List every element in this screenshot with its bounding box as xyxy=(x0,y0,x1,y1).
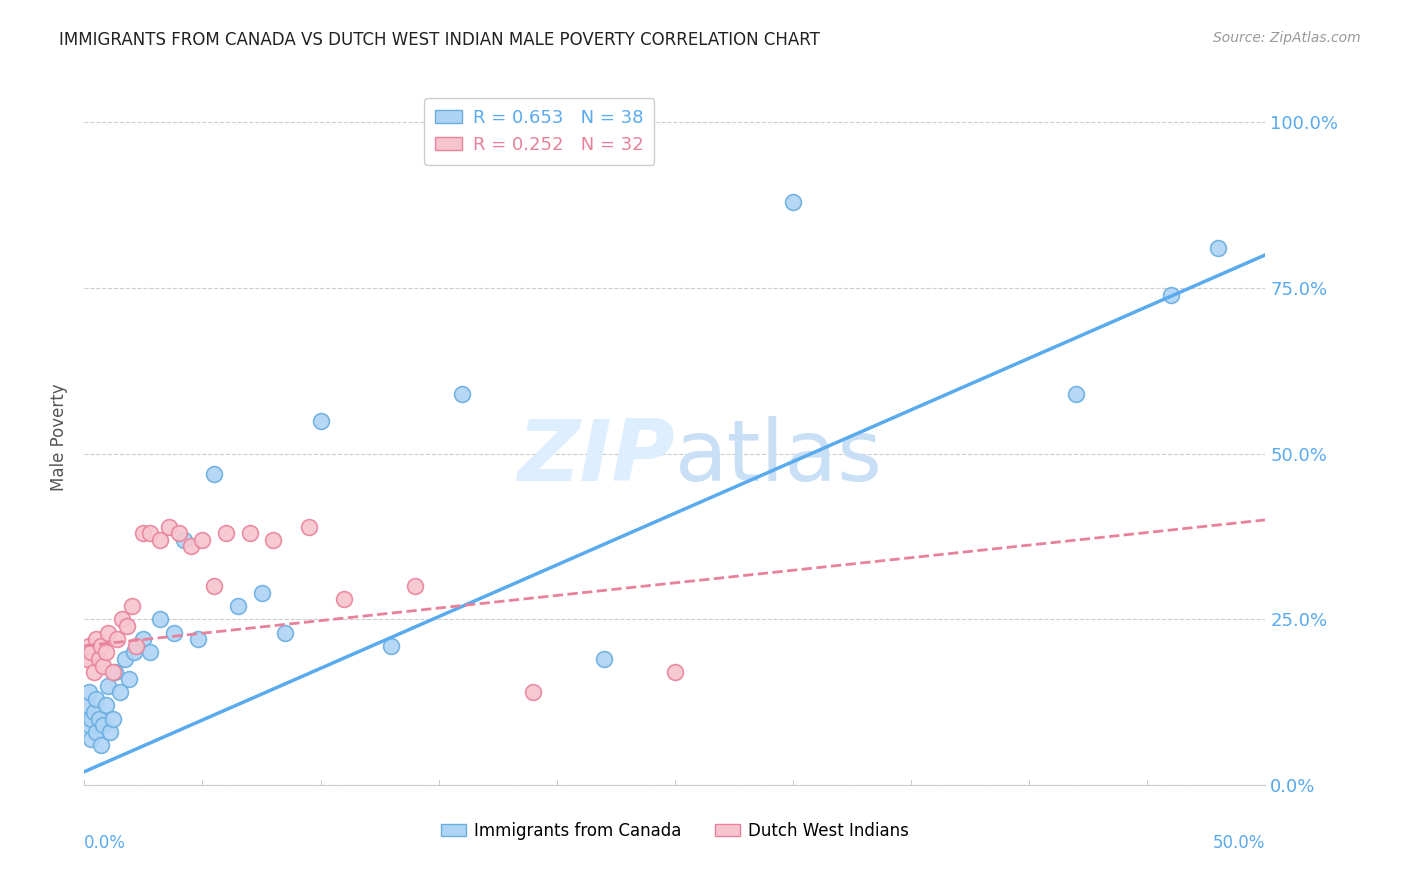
Point xyxy=(87,652,110,666)
Point xyxy=(104,665,127,680)
Point xyxy=(97,625,120,640)
Legend: Immigrants from Canada, Dutch West Indians: Immigrants from Canada, Dutch West India… xyxy=(434,815,915,847)
Point xyxy=(94,645,117,659)
Point xyxy=(173,533,195,547)
Point xyxy=(94,698,117,713)
Point xyxy=(139,645,162,659)
Point xyxy=(115,619,138,633)
Point xyxy=(1160,287,1182,301)
Point xyxy=(250,586,273,600)
Point xyxy=(180,540,202,554)
Point xyxy=(90,639,112,653)
Point xyxy=(262,533,284,547)
Point xyxy=(149,612,172,626)
Point xyxy=(333,592,356,607)
Text: 50.0%: 50.0% xyxy=(1213,834,1265,852)
Point xyxy=(80,645,103,659)
Point xyxy=(87,712,110,726)
Point xyxy=(90,738,112,752)
Point xyxy=(782,194,804,209)
Point xyxy=(451,387,474,401)
Point xyxy=(157,519,180,533)
Point xyxy=(226,599,249,613)
Point xyxy=(122,645,145,659)
Point xyxy=(77,685,100,699)
Point xyxy=(80,712,103,726)
Point xyxy=(139,526,162,541)
Point xyxy=(149,533,172,547)
Point xyxy=(76,698,98,713)
Point xyxy=(91,658,114,673)
Point xyxy=(111,612,134,626)
Point xyxy=(132,526,155,541)
Point xyxy=(380,639,402,653)
Point xyxy=(121,599,143,613)
Point xyxy=(163,625,186,640)
Point xyxy=(191,533,214,547)
Point xyxy=(101,665,124,680)
Point xyxy=(118,672,141,686)
Point xyxy=(298,519,321,533)
Point xyxy=(1066,387,1088,401)
Text: atlas: atlas xyxy=(675,417,883,500)
Point xyxy=(91,718,114,732)
Text: Source: ZipAtlas.com: Source: ZipAtlas.com xyxy=(1213,31,1361,45)
Point xyxy=(202,579,225,593)
Point xyxy=(274,625,297,640)
Point xyxy=(215,526,238,541)
Point xyxy=(84,632,107,647)
Point xyxy=(84,725,107,739)
Point xyxy=(83,705,105,719)
Point xyxy=(98,725,121,739)
Point xyxy=(1206,241,1229,255)
Point xyxy=(108,685,131,699)
Point xyxy=(132,632,155,647)
Point xyxy=(107,632,129,647)
Point xyxy=(522,685,544,699)
Point xyxy=(187,632,209,647)
Point xyxy=(593,652,616,666)
Point xyxy=(167,526,190,541)
Point xyxy=(83,665,105,680)
Point xyxy=(77,639,100,653)
Point xyxy=(664,665,686,680)
Point xyxy=(309,413,332,427)
Point xyxy=(202,467,225,481)
Point xyxy=(84,691,107,706)
Point xyxy=(101,712,124,726)
Point xyxy=(76,652,98,666)
Point xyxy=(77,718,100,732)
Point xyxy=(97,679,120,693)
Point xyxy=(80,731,103,746)
Text: IMMIGRANTS FROM CANADA VS DUTCH WEST INDIAN MALE POVERTY CORRELATION CHART: IMMIGRANTS FROM CANADA VS DUTCH WEST IND… xyxy=(59,31,820,49)
Text: ZIP: ZIP xyxy=(517,417,675,500)
Point xyxy=(404,579,426,593)
Point xyxy=(125,639,148,653)
Point xyxy=(239,526,262,541)
Y-axis label: Male Poverty: Male Poverty xyxy=(51,384,69,491)
Text: 0.0%: 0.0% xyxy=(84,834,127,852)
Point xyxy=(114,652,136,666)
